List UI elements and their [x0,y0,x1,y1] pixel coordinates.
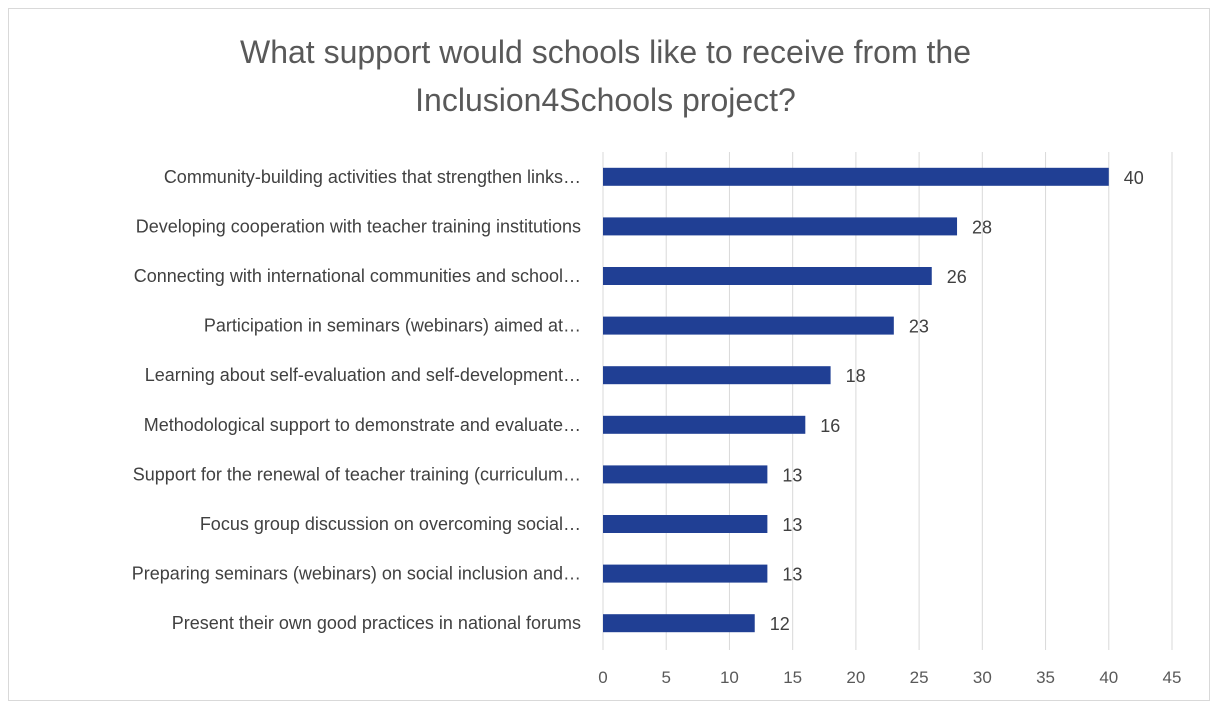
x-tick-label: 15 [783,668,802,687]
chart-title-line-1: What support would schools like to recei… [240,34,971,70]
data-label: 13 [782,465,802,485]
chart-title: What support would schools like to recei… [0,28,1211,124]
data-label: 18 [846,366,866,386]
bar [603,217,958,236]
data-label: 16 [820,416,840,436]
data-label: 28 [972,217,992,237]
category-label: Preparing seminars (webinars) on social … [132,564,581,584]
x-tick-label: 0 [598,668,607,687]
x-axis-ticks: 0 5 10 15 20 25 30 35 40 45 [598,668,1181,687]
category-label: Support for the renewal of teacher train… [133,464,581,484]
x-tick-label: 25 [910,668,929,687]
category-label: Community-building activities that stren… [164,167,581,187]
category-label: Present their own good practices in nati… [172,613,581,633]
category-labels: Community-building activities that stren… [132,167,581,633]
category-label: Participation in seminars (webinars) aim… [204,316,581,336]
data-label: 26 [947,267,967,287]
data-label: 13 [782,515,802,535]
x-tick-label: 20 [846,668,865,687]
bar [603,167,1109,186]
bar [603,267,932,285]
bar [603,564,768,583]
x-tick-label: 45 [1163,668,1182,687]
bar [603,316,894,335]
chart-title-line-2: Inclusion4Schools project? [415,82,796,118]
x-tick-label: 35 [1036,668,1055,687]
category-label: Learning about self-evaluation and self-… [145,365,581,385]
bars [603,167,1109,633]
bar [603,515,768,533]
data-label: 12 [770,614,790,634]
bar [603,366,831,385]
x-tick-label: 30 [973,668,992,687]
bar [603,614,755,633]
chart-frame [8,8,1210,701]
category-label: Developing cooperation with teacher trai… [136,216,581,236]
category-label: Connecting with international communitie… [134,266,581,286]
x-tick-label: 5 [661,668,670,687]
category-label: Methodological support to demonstrate an… [144,415,581,435]
data-label: 23 [909,317,929,337]
data-label: 13 [782,565,802,585]
bar [603,415,806,434]
data-labels: 40 28 26 23 18 16 13 13 13 12 [770,168,1144,634]
x-tick-label: 10 [720,668,739,687]
bar [603,465,768,484]
category-label: Focus group discussion on overcoming soc… [200,514,581,534]
x-tick-label: 40 [1099,668,1118,687]
data-label: 40 [1124,168,1144,188]
